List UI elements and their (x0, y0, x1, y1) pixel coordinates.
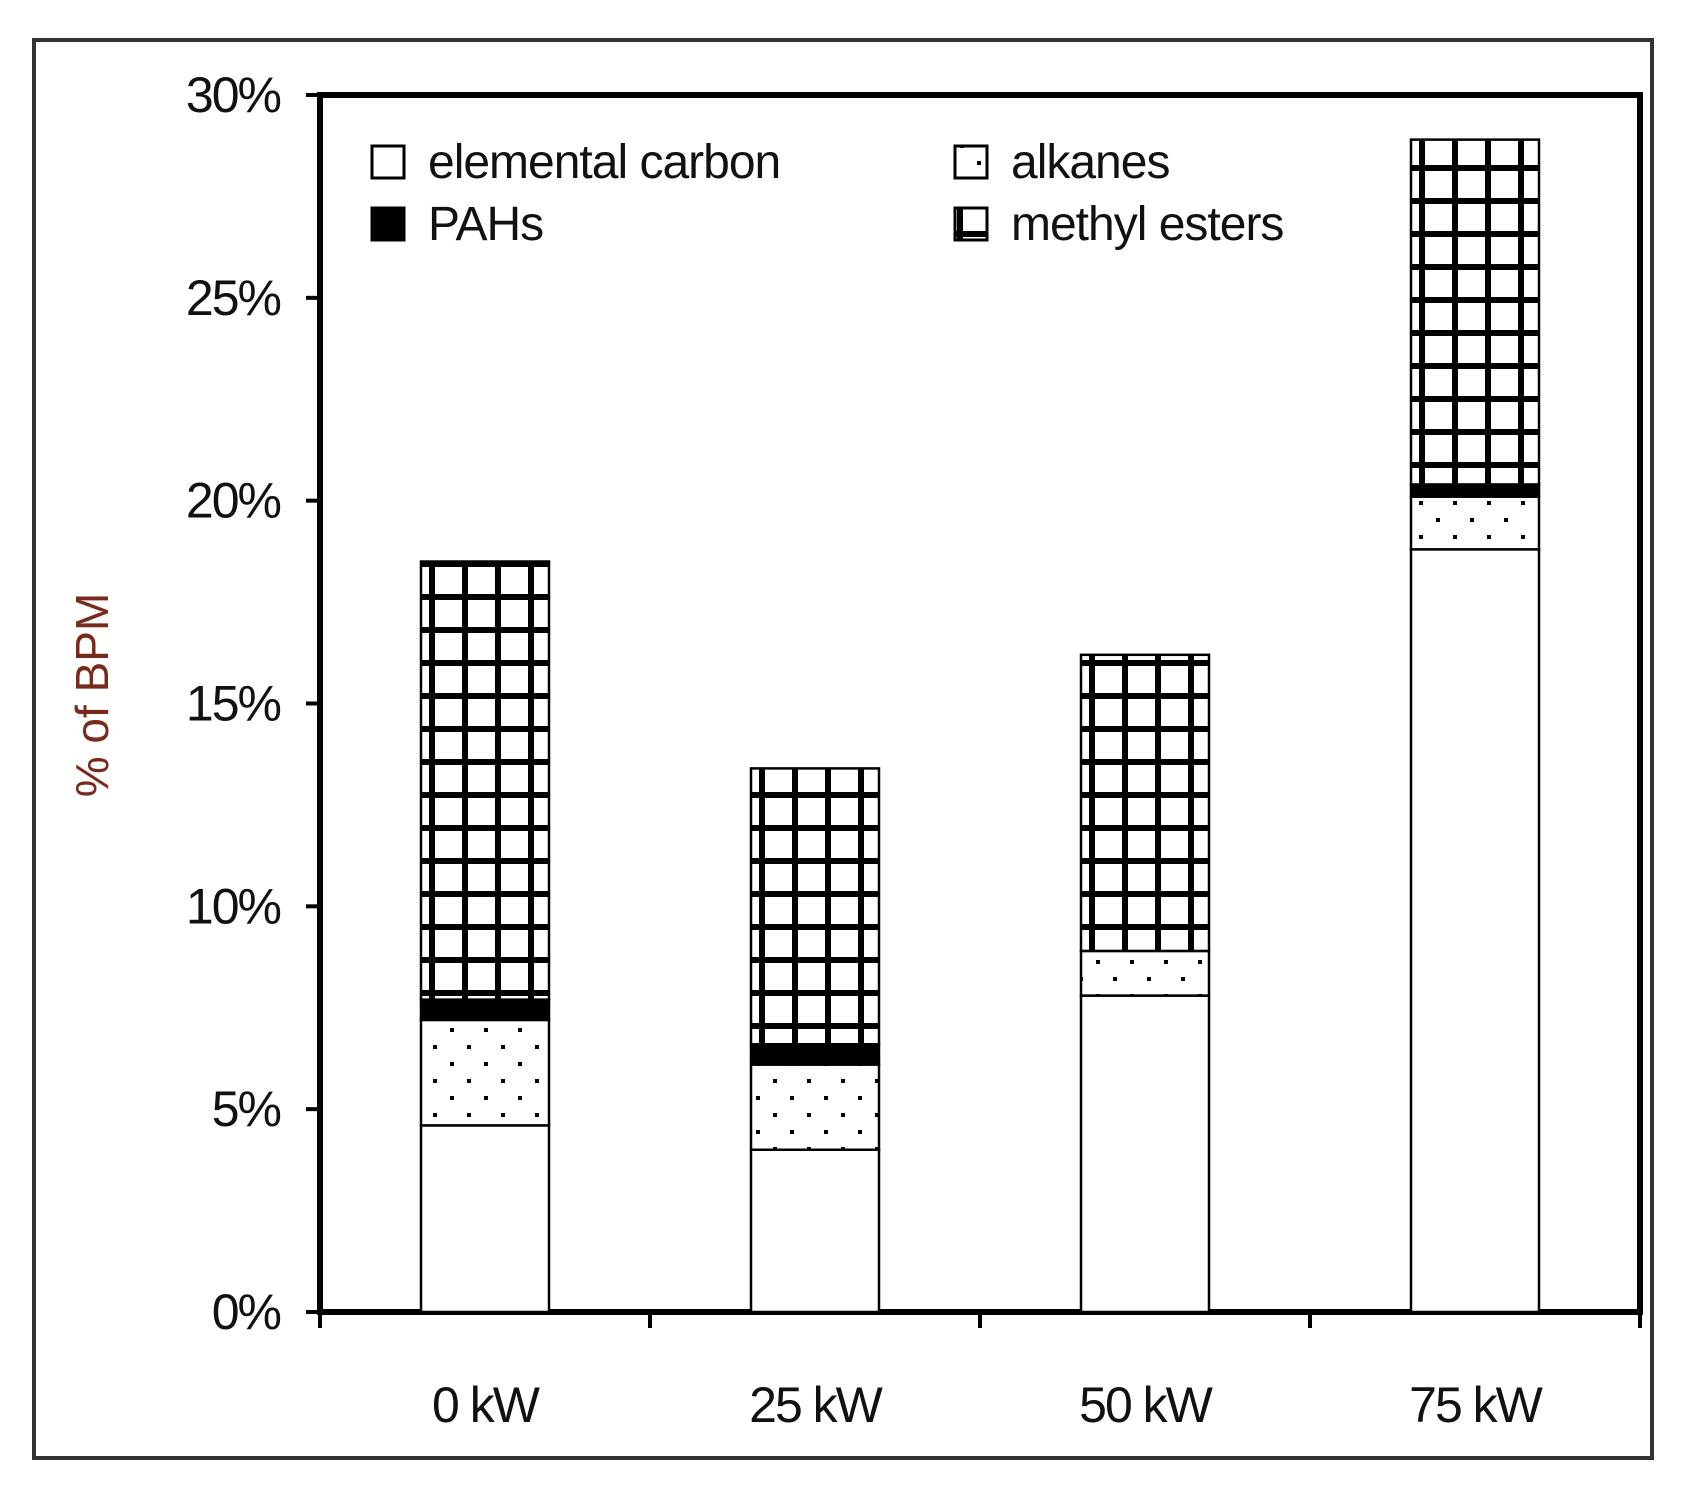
legend-swatch (370, 206, 406, 242)
bar-segment-methyl-esters (749, 767, 881, 1046)
bar-segment-methyl-esters (1079, 653, 1211, 953)
bar-segment-elemental-carbon (1079, 994, 1211, 1314)
bar-segment-elemental-carbon (749, 1148, 881, 1314)
figure-frame (32, 38, 1654, 1460)
legend-swatch (953, 144, 989, 180)
x-tick-label: 50 kW (1079, 1377, 1214, 1433)
x-tick-label: 25 kW (749, 1377, 884, 1433)
legend-label: elemental carbon (428, 136, 780, 189)
legend-swatch (370, 144, 406, 180)
y-axis-title: % of BPM (66, 593, 118, 798)
bar-segment-pahs (749, 1043, 881, 1066)
y-tick-label: 15% (186, 676, 281, 732)
x-tick-label: 75 kW (1409, 1377, 1544, 1433)
y-tick-label: 10% (186, 878, 281, 934)
bar-segment-methyl-esters (1409, 138, 1541, 486)
bar-segment-pahs (419, 998, 551, 1022)
legend-label: alkanes (1011, 136, 1169, 189)
bar-segment-methyl-esters (419, 560, 551, 1001)
x-axis: 0 kW 25 kW 50 kW 75 kW (318, 1312, 1642, 1433)
bar-segment-elemental-carbon (419, 1124, 551, 1314)
x-tick-label: 0 kW (432, 1377, 541, 1433)
legend-label: PAHs (428, 198, 543, 251)
bar-segment-pahs (1409, 483, 1541, 498)
bar-segment-elemental-carbon (1409, 548, 1541, 1314)
legend: elemental carbon alkanes PAHs methyl esters (370, 136, 1284, 251)
legend-swatch (953, 206, 989, 242)
bars-group (419, 138, 1541, 1314)
y-tick-label: 0% (212, 1284, 281, 1340)
y-axis: 0% 5% 10% 15% 20% 25% 30% (186, 67, 320, 1340)
bar-segment-alkanes (419, 1018, 551, 1127)
y-tick-label: 30% (186, 67, 281, 123)
y-tick-label: 20% (186, 473, 281, 529)
y-tick-label: 25% (186, 270, 281, 326)
legend-label: methyl esters (1011, 198, 1283, 251)
bar-segment-alkanes (1079, 949, 1211, 997)
bar-segment-alkanes (749, 1063, 881, 1151)
bar-segment-alkanes (1409, 495, 1541, 551)
y-tick-label: 5% (212, 1081, 281, 1137)
